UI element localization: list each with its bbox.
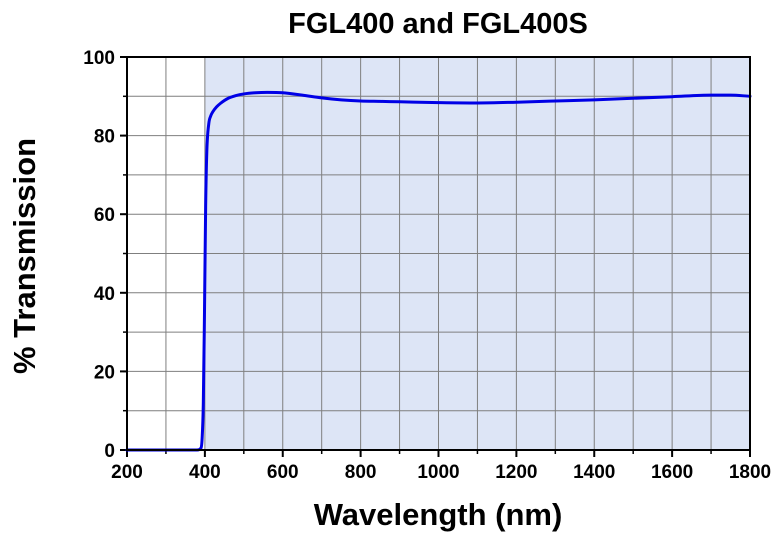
x-tick-label: 200 xyxy=(111,462,143,483)
y-tick-label: 80 xyxy=(94,127,115,148)
x-tick-label: 1200 xyxy=(495,462,537,483)
x-tick-label: 1600 xyxy=(651,462,693,483)
x-tick-label: 400 xyxy=(189,462,221,483)
chart-title: FGL400 and FGL400S xyxy=(288,8,588,40)
plot-frame xyxy=(126,56,751,451)
x-tick-label: 1800 xyxy=(729,462,771,483)
y-tick-label: 60 xyxy=(94,205,115,226)
y-tick-label: 20 xyxy=(94,362,115,383)
x-tick-label: 1400 xyxy=(573,462,615,483)
y-tick-label: 0 xyxy=(104,441,115,462)
y-axis-label: % Transmission xyxy=(7,138,42,374)
y-tick-label: 100 xyxy=(83,48,115,69)
plot-area: 200 400 600 800 1000 1200 1400 1600 1800 0 20 40 60 8… xyxy=(83,48,771,483)
x-axis-label: Wavelength (nm) xyxy=(314,497,563,532)
transmission-curve xyxy=(125,90,752,452)
x-tick-label: 1000 xyxy=(417,462,459,483)
x-tick-label: 800 xyxy=(345,462,377,483)
y-tick-label: 40 xyxy=(94,284,115,305)
x-tick-label: 600 xyxy=(267,462,299,483)
